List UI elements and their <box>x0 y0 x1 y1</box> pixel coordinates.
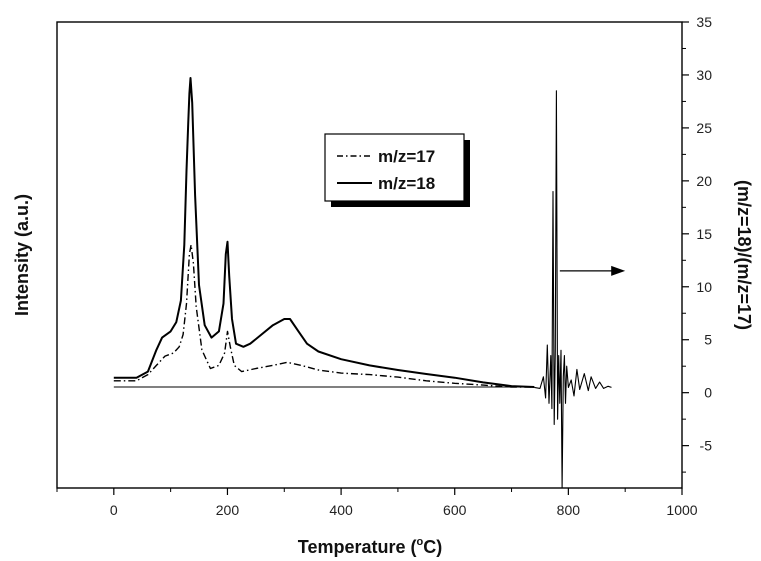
right-tick-label-30: 30 <box>696 67 712 83</box>
series-line-ratio <box>534 90 612 489</box>
arrow-head-icon <box>611 265 626 276</box>
x-axis-title: Temperature (oC) <box>298 536 442 557</box>
legend-label-mz18: m/z=18 <box>378 174 435 193</box>
x-tick-label-600: 600 <box>443 502 467 518</box>
legend-label-mz17: m/z=17 <box>378 147 435 166</box>
series-line-mz18 <box>113 77 535 388</box>
right-tick-label-5: 5 <box>704 332 712 348</box>
right-tick-label-25: 25 <box>696 120 712 136</box>
right-tick-label-0: 0 <box>704 385 712 401</box>
legend: m/z=17 m/z=18 <box>324 133 470 207</box>
x-tick-label-400: 400 <box>329 502 353 518</box>
right-tick-label-15: 15 <box>696 226 712 242</box>
legend-box <box>324 133 465 202</box>
series-line-mz17 <box>113 244 535 388</box>
right-y-axis-title: (m/z=18)/(m/z=17) <box>734 180 754 330</box>
x-tick-label-0: 0 <box>110 502 118 518</box>
right-tick-label-35: 35 <box>696 14 712 30</box>
right-tick-label-10: 10 <box>696 279 712 295</box>
right-tick-label--5: -5 <box>700 438 713 454</box>
right-tick-label-20: 20 <box>696 173 712 189</box>
x-tick-label-200: 200 <box>216 502 240 518</box>
left-y-axis-title: Intensity (a.u.) <box>12 194 32 316</box>
x-tick-label-800: 800 <box>557 502 581 518</box>
x-tick-label-1000: 1000 <box>666 502 697 518</box>
plot-frame <box>56 21 683 489</box>
